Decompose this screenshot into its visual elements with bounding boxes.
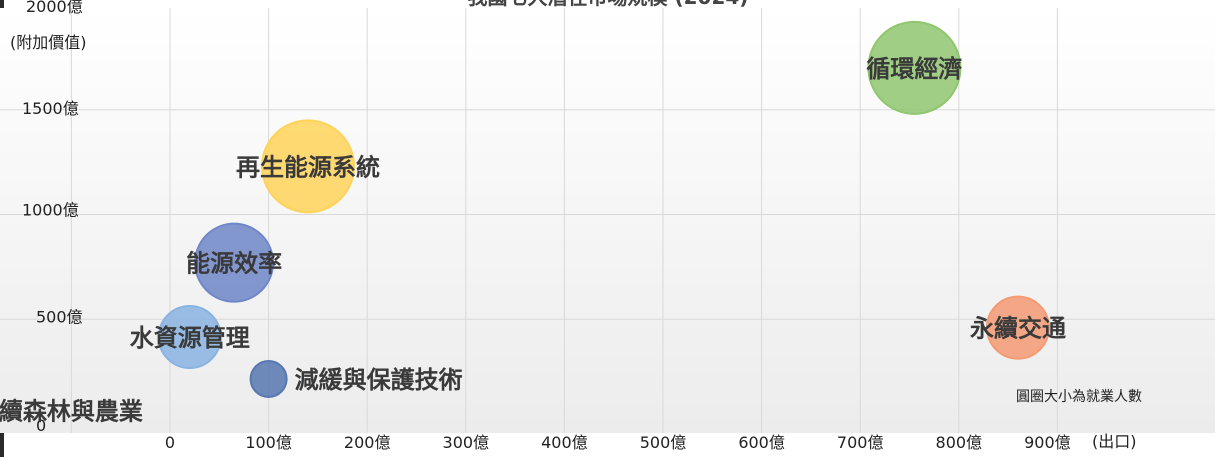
bubble-label: 減緩與保護技術 xyxy=(295,366,463,394)
bubble xyxy=(249,359,288,398)
bubble-label: 永續森林與農業 xyxy=(0,397,143,425)
plot-area xyxy=(0,8,1215,433)
x-tick-label: 100億 xyxy=(245,433,292,452)
bubble xyxy=(194,222,275,303)
y-tick-label: 500億 xyxy=(36,307,83,326)
y-tick-label: 1000億 xyxy=(22,201,79,220)
x-tick-labels: 0 100億 200億 300億 400億 500億 600億 700億 800億 900億 xyxy=(165,433,1071,452)
y-axis-label: (附加價值) xyxy=(10,33,87,52)
bubble-label: 再生能源系統 xyxy=(236,153,380,181)
grid xyxy=(0,8,1215,433)
size-note: 圓圈大小為就業人數 xyxy=(1016,389,1142,405)
bubble-label: 循環經濟 xyxy=(866,55,962,83)
x-tick-label: 0 xyxy=(165,433,175,452)
x-tick-label: 500億 xyxy=(640,433,687,452)
x-tick-label: 800億 xyxy=(936,433,983,452)
bubble xyxy=(157,305,222,370)
y-tick-labels: 0 500億 1000億 1500億 2000億 xyxy=(22,0,83,435)
x-tick-label: 700億 xyxy=(837,433,884,452)
y-tick-label: 1500億 xyxy=(22,99,79,118)
x-axis-label: (出口) xyxy=(1092,432,1137,451)
x-tick-label: 300億 xyxy=(443,433,490,452)
bubble xyxy=(985,295,1050,360)
x-tick-label: 200億 xyxy=(344,433,391,452)
bubble-label: 能源效率 xyxy=(186,250,282,278)
bubble-label: 水資源管理 xyxy=(130,324,250,352)
x-tick-label: 600億 xyxy=(738,433,785,452)
chart-title: 我國七大潛在市場規模 (2024) xyxy=(468,0,749,9)
x-tick-label: 900億 xyxy=(1024,433,1071,452)
bubble-label: 永續交通 xyxy=(970,315,1066,343)
x-tick-label: 400億 xyxy=(541,433,588,452)
bubble xyxy=(261,119,356,214)
bubble xyxy=(867,20,962,115)
bubbles xyxy=(157,20,1050,398)
y-tick-label: 0 xyxy=(36,416,46,435)
y-tick-label: 2000億 xyxy=(26,0,83,16)
